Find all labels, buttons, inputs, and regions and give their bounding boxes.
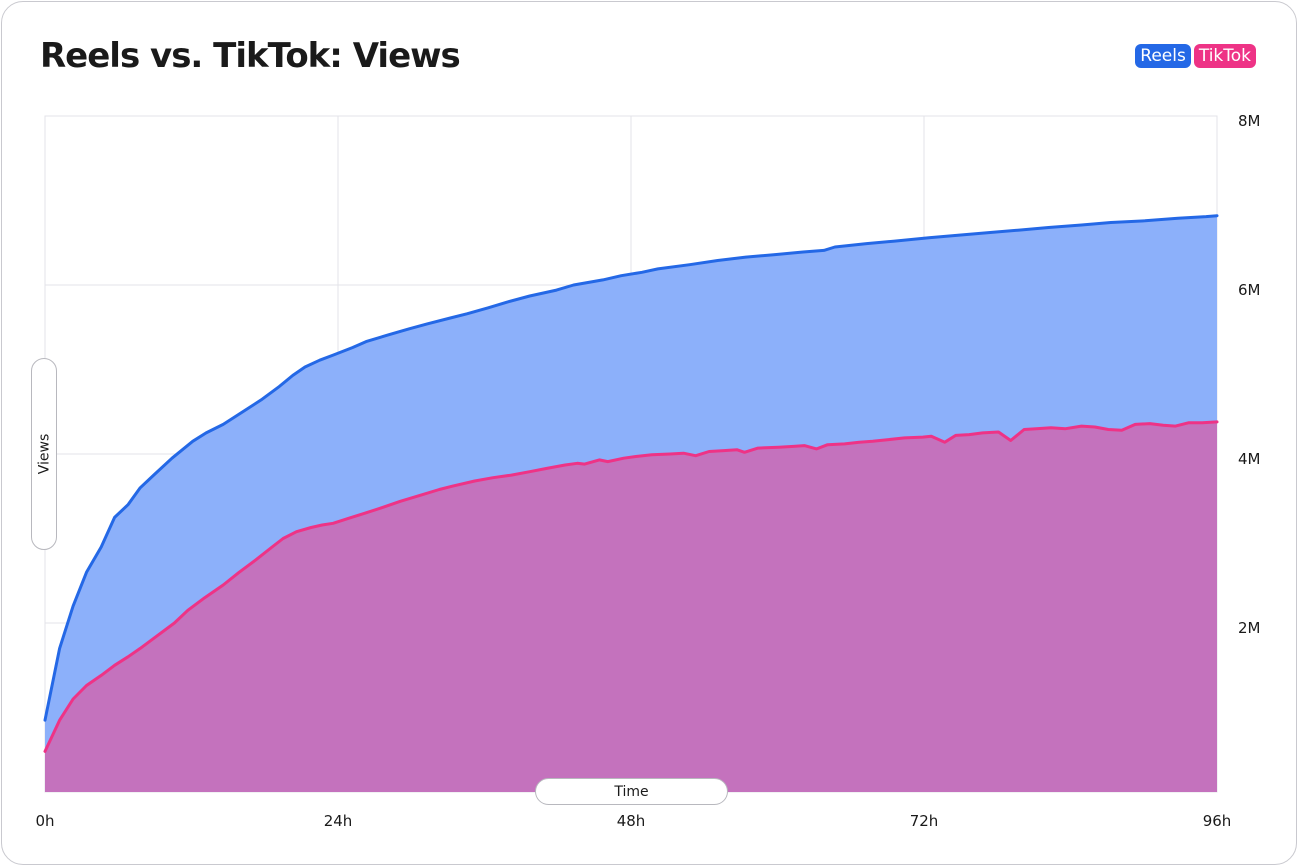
x-tick-label: 0h (35, 812, 54, 830)
y-tick-label: 4M (1238, 450, 1261, 468)
legend: Reels TikTok (1135, 44, 1256, 68)
series-line-tiktok (43, 420, 1219, 753)
chart-title: Reels vs. TikTok: Views (40, 36, 461, 76)
series-area-tiktok (45, 421, 1217, 792)
x-axis-title: Time (535, 778, 728, 805)
x-tick-label: 72h (910, 812, 939, 830)
y-tick-label: 2M (1238, 619, 1261, 637)
x-tick-label: 48h (617, 812, 646, 830)
y-tick-label: 8M (1238, 112, 1261, 130)
x-tick-label: 24h (324, 812, 353, 830)
y-tick-label: 6M (1238, 281, 1261, 299)
series-line-reels (43, 214, 1219, 722)
y-axis-title: Views (31, 358, 57, 550)
x-axis-label: Time (614, 783, 649, 800)
y-axis-label: Views (36, 433, 52, 475)
legend-item-tiktok[interactable]: TikTok (1193, 44, 1256, 68)
legend-item-reels[interactable]: Reels (1135, 44, 1191, 68)
x-tick-label: 96h (1203, 812, 1232, 830)
